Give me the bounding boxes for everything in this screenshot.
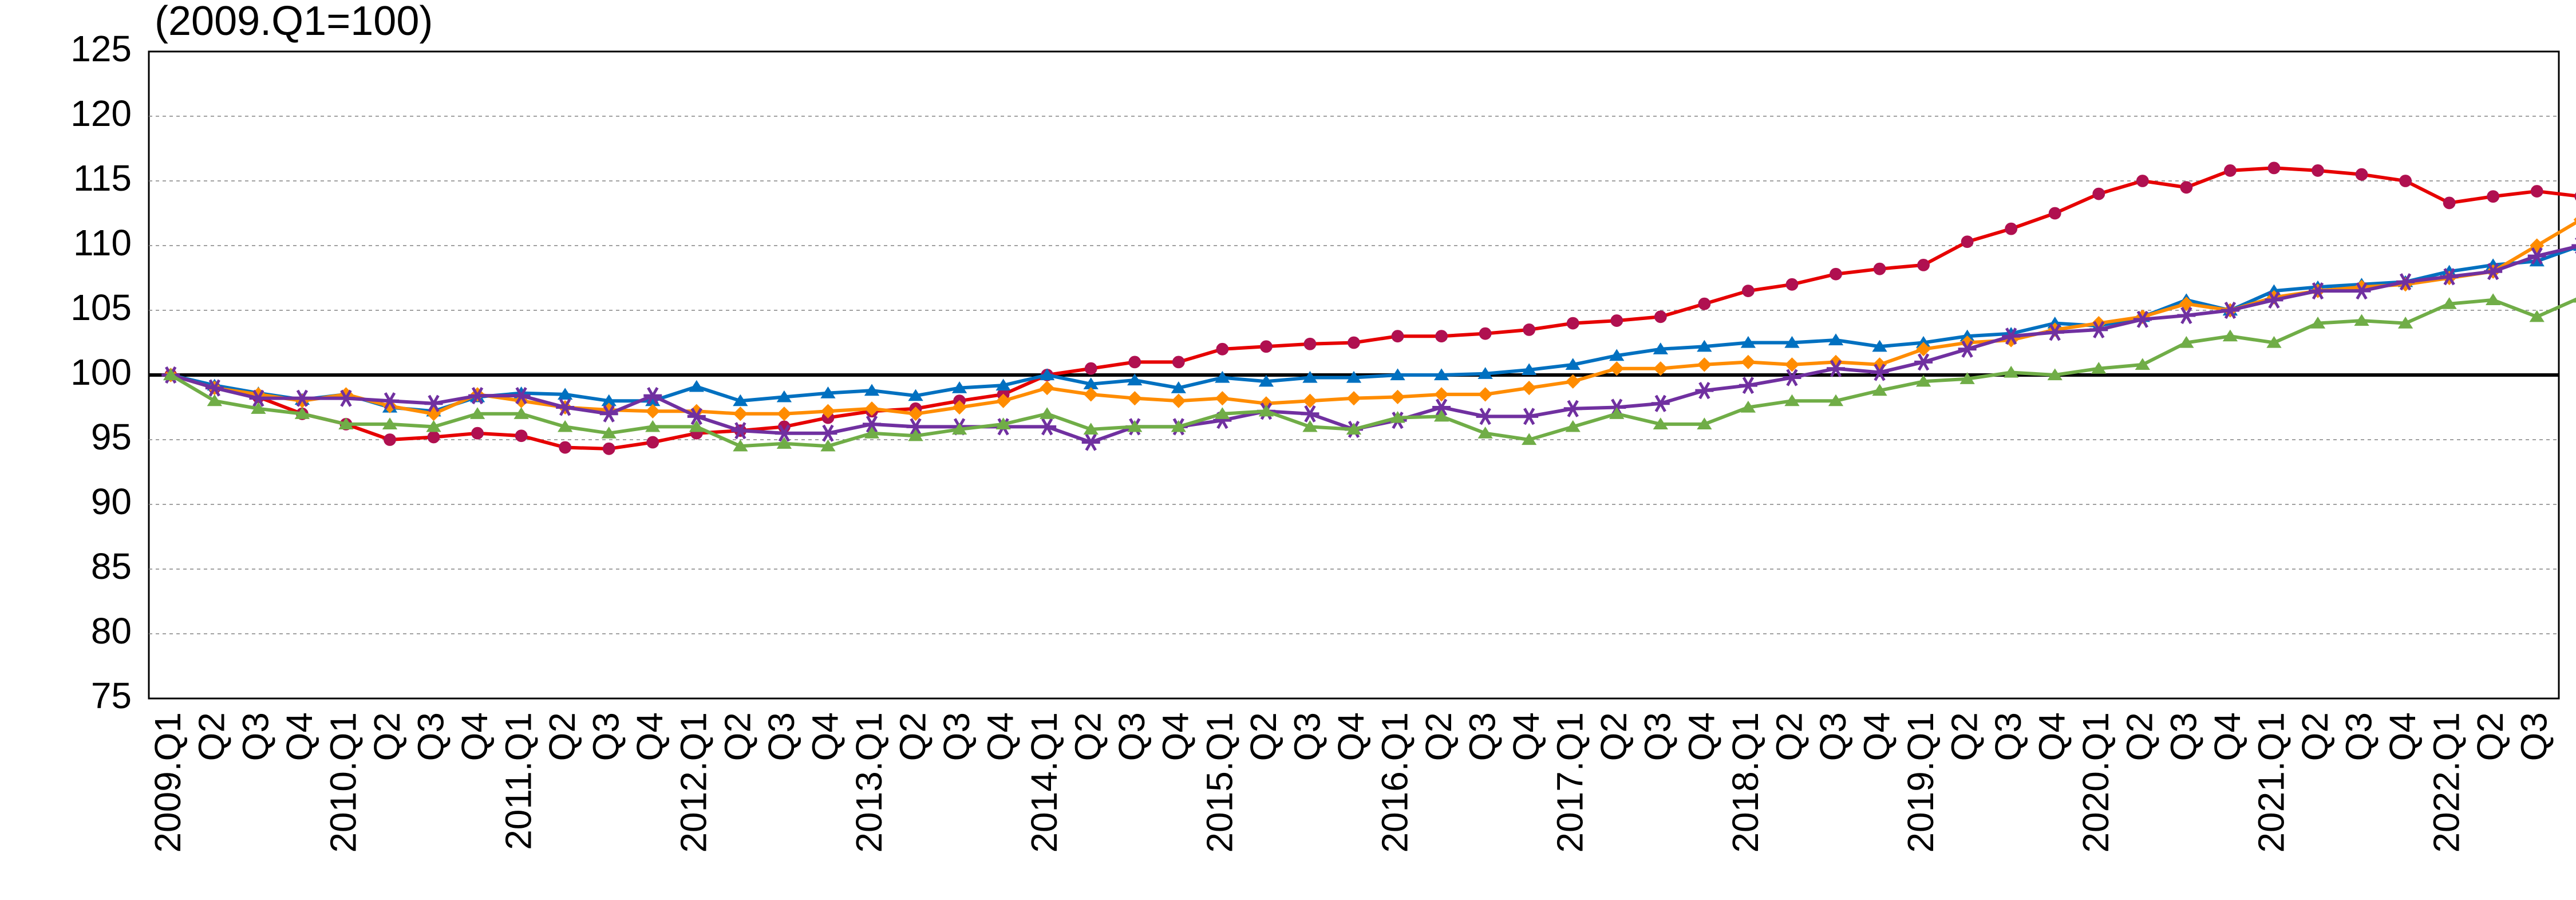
x-axis-tick-label: Q4 bbox=[629, 712, 670, 761]
x-axis-tick-label: 2021.Q1 bbox=[2250, 712, 2291, 853]
x-axis-tick-label: Q4 bbox=[1330, 712, 1372, 761]
y-axis-tick-label: 115 bbox=[73, 157, 132, 199]
line-chart: 75 80 85 90 95 100 105 110 115 120 125 (2009.Q1=100… bbox=[0, 0, 2576, 900]
chart-container: 75 80 85 90 95 100 105 110 115 120 125 (2009.Q1=100… bbox=[0, 0, 2576, 900]
x-axis-tick-label: Q2 bbox=[366, 712, 408, 761]
x-axis-tick-label: Q3 bbox=[936, 712, 977, 761]
x-axis-tick-label: Q2 bbox=[1243, 712, 1284, 761]
x-axis-tick-label: Q2 bbox=[191, 712, 232, 761]
y-axis-tick-label: 95 bbox=[91, 416, 132, 457]
x-axis-tick-label: Q2 bbox=[1068, 712, 1109, 761]
x-axis-tick-label: Q2 bbox=[1944, 712, 1985, 761]
x-axis-tick-label: Q3 bbox=[1637, 712, 1678, 761]
x-axis-tick-label: Q2 bbox=[2470, 712, 2511, 761]
x-axis-tick-label: Q2 bbox=[1418, 712, 1459, 761]
x-axis-tick-label: Q4 bbox=[1506, 712, 1547, 761]
x-axis-tick-label: Q4 bbox=[279, 712, 320, 761]
x-axis-tick-label: Q4 bbox=[1155, 712, 1196, 761]
x-axis-tick-label: 2012.Q1 bbox=[673, 712, 714, 853]
x-axis-tick-label: 2011.Q1 bbox=[498, 712, 539, 850]
x-axis-tick-label: Q4 bbox=[2382, 712, 2423, 761]
x-axis-tick-label: Q2 bbox=[1768, 712, 1809, 761]
x-axis-tick-label: Q3 bbox=[1286, 712, 1327, 761]
x-axis-tick-label: Q3 bbox=[586, 712, 627, 761]
y-axis-tick-label: 125 bbox=[70, 28, 132, 69]
x-axis-tick-label: Q3 bbox=[1462, 712, 1503, 761]
x-axis-tick-label: Q3 bbox=[2163, 712, 2204, 761]
x-axis-tick-label: Q4 bbox=[2207, 712, 2248, 761]
y-axis-tick-label: 105 bbox=[70, 287, 132, 328]
x-axis-tick-label: 2017.Q1 bbox=[1550, 712, 1591, 853]
x-axis-tick-label: Q4 bbox=[980, 712, 1021, 761]
x-axis-tick-label: 2016.Q1 bbox=[1374, 712, 1415, 853]
x-axis-tick-label: Q3 bbox=[1111, 712, 1152, 761]
chart-subtitle: (2009.Q1=100) bbox=[155, 0, 433, 44]
x-axis-tick-label: Q3 bbox=[410, 712, 451, 761]
x-axis-tick-label: 2015.Q1 bbox=[1199, 712, 1240, 853]
x-axis-tick-label: Q4 bbox=[454, 712, 495, 761]
x-axis-tick-label: Q2 bbox=[542, 712, 583, 761]
x-axis-tick-label: Q3 bbox=[235, 712, 276, 761]
x-axis-tick-label: Q2 bbox=[1593, 712, 1634, 761]
y-axis-tick-label: 110 bbox=[73, 222, 132, 263]
x-axis-tick-label: Q2 bbox=[892, 712, 933, 761]
x-axis-tick-label: 2010.Q1 bbox=[322, 712, 364, 853]
x-axis-tick-label: Q4 bbox=[804, 712, 846, 761]
x-axis-tick-label: 2009.Q1 bbox=[147, 712, 188, 853]
y-axis-tick-label: 120 bbox=[70, 93, 132, 134]
x-axis-tick-label: Q2 bbox=[2119, 712, 2160, 761]
x-axis-tick-label: Q3 bbox=[761, 712, 802, 761]
x-axis-tick-label: 2020.Q1 bbox=[2075, 712, 2116, 853]
x-axis-tick-label: Q3 bbox=[2514, 712, 2555, 761]
y-axis-tick-label: 75 bbox=[91, 675, 132, 716]
y-axis-tick-label: 85 bbox=[91, 546, 132, 587]
y-axis-tick-label: 100 bbox=[70, 352, 132, 393]
x-axis-tick-label: 2018.Q1 bbox=[1725, 712, 1766, 853]
x-axis-tick-label: 2022.Q1 bbox=[2426, 712, 2467, 853]
y-axis-tick-label: 80 bbox=[91, 610, 132, 652]
x-axis-tick-label: Q3 bbox=[2338, 712, 2379, 761]
y-axis-tick-label: 90 bbox=[91, 481, 132, 522]
x-axis-tick-label: 2014.Q1 bbox=[1024, 712, 1065, 853]
x-axis-tick-label: Q4 bbox=[2032, 712, 2073, 761]
x-axis-tick-label: Q3 bbox=[1988, 712, 2029, 761]
chart-background bbox=[0, 0, 2576, 900]
x-axis-tick-label: Q2 bbox=[717, 712, 758, 761]
x-axis-tick-label: Q4 bbox=[1681, 712, 1722, 761]
x-axis-tick-label: Q2 bbox=[2294, 712, 2336, 761]
x-axis-tick-label: 2019.Q1 bbox=[1900, 712, 1941, 853]
x-axis-tick-label: Q4 bbox=[1856, 712, 1897, 761]
x-axis-tick-label: Q3 bbox=[1812, 712, 1854, 761]
x-axis-tick-label: 2013.Q1 bbox=[848, 712, 890, 853]
